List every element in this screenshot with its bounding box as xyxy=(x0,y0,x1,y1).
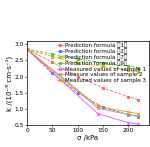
Prediction formula 〈1〉 xyxy=(127,96,129,97)
Prediction formula 〈7〉 xyxy=(77,62,79,64)
Line: Measure values of sample 2: Measure values of sample 2 xyxy=(26,48,140,117)
Prediction formula 〈9〉 xyxy=(77,58,79,60)
Line: Measured values of sample 3: Measured values of sample 3 xyxy=(26,48,140,115)
Measured values of sample 1 xyxy=(138,123,139,125)
Measured values of sample 3 xyxy=(138,113,139,115)
Measure values of sample 2 xyxy=(97,107,99,109)
Prediction formula 〈2〉 xyxy=(138,116,139,117)
Prediction formula 〈7〉 xyxy=(26,48,28,50)
Prediction formula 〈7〉 xyxy=(138,71,139,73)
Prediction formula 〈2〉 xyxy=(26,48,28,50)
Prediction formula 〈1〉 xyxy=(102,87,104,89)
Prediction formula 〈7〉 xyxy=(51,56,53,57)
Measured values of sample 3 xyxy=(97,105,99,107)
Prediction formula 〈1〉 xyxy=(26,48,28,50)
Prediction formula 〈9〉 xyxy=(102,62,104,64)
Prediction formula 〈9〉 xyxy=(138,67,139,69)
Measured values of sample 1 xyxy=(97,113,99,115)
Line: Prediction formula 〈2〉: Prediction formula 〈2〉 xyxy=(26,48,140,118)
Measure values of sample 2 xyxy=(138,115,139,117)
Prediction formula 〈2〉 xyxy=(51,72,53,74)
Line: Prediction formula 〈9〉: Prediction formula 〈9〉 xyxy=(26,48,140,69)
Measure values of sample 2 xyxy=(127,114,129,116)
Prediction formula 〈9〉 xyxy=(26,48,28,50)
Measured values of sample 1 xyxy=(26,48,28,50)
Line: Measured values of sample 1: Measured values of sample 1 xyxy=(26,48,140,126)
Prediction formula 〈9〉 xyxy=(127,65,129,67)
Measured values of sample 3 xyxy=(26,48,28,50)
Line: Prediction formula 〈7〉: Prediction formula 〈7〉 xyxy=(26,48,140,73)
Prediction formula 〈1〉 xyxy=(77,76,79,77)
Prediction formula 〈2〉 xyxy=(127,114,129,116)
Measured values of sample 3 xyxy=(127,111,129,113)
Y-axis label: k /(10⁻⁶ cm·s⁻¹): k /(10⁻⁶ cm·s⁻¹) xyxy=(5,56,13,111)
Prediction formula 〈9〉 xyxy=(51,53,53,55)
X-axis label: σ /kPa: σ /kPa xyxy=(77,135,98,141)
Prediction formula 〈1〉 xyxy=(138,99,139,101)
Prediction formula 〈7〉 xyxy=(102,65,104,67)
Legend: Prediction formula 〈1〉, Prediction formula 〈2〉, Prediction formula 〈7〉, Predicti: Prediction formula 〈1〉, Prediction formu… xyxy=(57,42,146,83)
Measured values of sample 1 xyxy=(127,122,129,124)
Measure values of sample 2 xyxy=(26,48,28,50)
Prediction formula 〈1〉 xyxy=(51,61,53,63)
Prediction formula 〈7〉 xyxy=(127,69,129,71)
Line: Prediction formula 〈1〉: Prediction formula 〈1〉 xyxy=(26,48,140,101)
Prediction formula 〈2〉 xyxy=(102,106,104,108)
Prediction formula 〈2〉 xyxy=(77,92,79,94)
